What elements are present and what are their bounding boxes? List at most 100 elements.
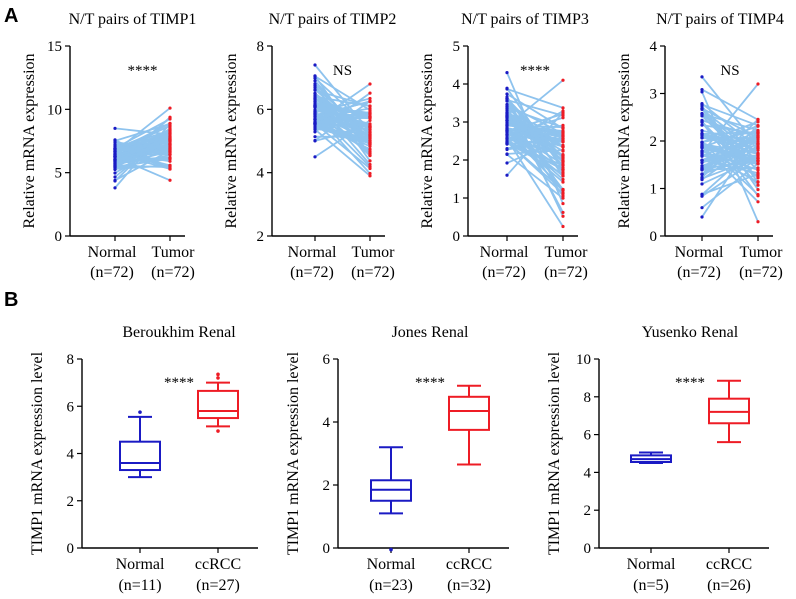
tumor-point xyxy=(368,136,372,141)
pair-line xyxy=(701,83,759,154)
y-tick-label: 10 xyxy=(47,102,62,118)
y-tick-label: 0 xyxy=(453,229,461,245)
chart-title: Jones Renal xyxy=(392,324,469,341)
y-tick-label: 0 xyxy=(323,541,331,557)
normal-point xyxy=(313,76,317,80)
normal-point xyxy=(700,141,704,145)
normal-point xyxy=(313,135,317,139)
outlier-point xyxy=(216,372,220,377)
tumor-point xyxy=(561,132,565,136)
chart-title: Beroukhim Renal xyxy=(122,324,236,341)
normal-point xyxy=(505,147,509,152)
normal-point xyxy=(313,130,317,134)
tumor-point xyxy=(368,124,372,129)
y-tick-label: 2 xyxy=(67,494,75,510)
tumor-point xyxy=(756,141,760,146)
x-count-label: (n=26) xyxy=(707,577,751,594)
tumor-point xyxy=(756,168,760,172)
y-axis-label: TIMP1 mRNA expression level xyxy=(29,351,46,555)
tumor-point xyxy=(368,159,372,163)
tumor-point xyxy=(561,153,565,157)
normal-point xyxy=(700,161,704,165)
tumor-point xyxy=(168,132,172,136)
tumor-point xyxy=(561,135,565,139)
pair-line xyxy=(506,127,564,138)
normal-point xyxy=(505,161,509,165)
y-tick-label: 0 xyxy=(650,229,658,245)
tumor-point xyxy=(368,110,372,114)
pair-line xyxy=(701,157,759,197)
pair-line xyxy=(701,134,759,145)
y-tick-label: 4 xyxy=(257,166,265,182)
y-tick-label: 4 xyxy=(453,77,461,93)
y-tick-label: 6 xyxy=(257,102,265,118)
normal-point xyxy=(505,92,509,96)
x-category-label: Normal xyxy=(288,244,337,261)
pair-line xyxy=(701,103,759,127)
tumor-point xyxy=(561,123,565,127)
chart-3: 0 1 2 3 4 5N/T pairs of TIMP3 Relative mRNA ex… xyxy=(419,11,589,281)
y-tick-label: 3 xyxy=(453,115,461,131)
outlier-point xyxy=(216,376,220,380)
x-category-label: Normal xyxy=(88,244,137,261)
normal-point xyxy=(700,172,704,176)
tumor-point xyxy=(168,140,172,144)
chart-title: N/T pairs of TIMP3 xyxy=(461,11,589,28)
tumor-point xyxy=(561,106,565,110)
tumor-point xyxy=(368,171,372,176)
normal-point xyxy=(313,79,317,83)
x-count-label: (n=72) xyxy=(544,264,588,281)
normal-point xyxy=(313,111,317,116)
normal-point xyxy=(505,97,509,101)
normal-point xyxy=(313,87,317,92)
tumor-point xyxy=(168,143,172,147)
normal-point xyxy=(505,115,509,119)
tumor-point xyxy=(756,123,760,128)
normal-point xyxy=(505,173,509,177)
tumor-point xyxy=(368,130,372,135)
pair-line xyxy=(701,134,759,162)
tumor-point xyxy=(368,122,372,126)
normal-point xyxy=(313,115,317,119)
pair-line xyxy=(701,146,759,165)
x-category-label: Normal xyxy=(480,244,529,261)
significance-label: NS xyxy=(333,63,352,79)
pair-line xyxy=(506,93,564,130)
tumor-point xyxy=(756,148,760,152)
pair-line xyxy=(314,97,371,154)
normal-point xyxy=(700,102,704,107)
normal-point xyxy=(505,86,509,90)
normal-point xyxy=(313,123,317,127)
chart-6: 0 2 4 6 Jones Renal TIMP1 mRNA expression lev… xyxy=(285,324,509,594)
normal-point xyxy=(505,152,509,156)
y-tick-label: 1 xyxy=(453,191,461,207)
panel-a-label: A xyxy=(4,5,18,27)
normal-point xyxy=(505,141,509,145)
y-tick-label: 15 xyxy=(47,39,62,55)
x-count-label: (n=32) xyxy=(447,577,491,594)
y-tick-label: 4 xyxy=(67,447,75,463)
normal-point xyxy=(700,87,704,92)
tumor-point xyxy=(368,162,372,167)
normal-point xyxy=(113,167,117,172)
y-tick-label: 5 xyxy=(453,39,461,55)
tumor-point xyxy=(756,180,760,184)
y-tick-label: 10 xyxy=(576,352,591,368)
x-count-label: (n=27) xyxy=(196,577,240,594)
x-count-label: (n=72) xyxy=(351,264,395,281)
x-category-label: Tumor xyxy=(352,244,396,261)
normal-point xyxy=(700,176,704,181)
pair-line xyxy=(314,88,371,140)
normal-point xyxy=(313,155,317,159)
pair-line xyxy=(114,164,171,168)
tumor-point xyxy=(561,144,565,149)
normal-point xyxy=(700,75,704,79)
tumor-point xyxy=(168,153,172,157)
x-count-label: (n=72) xyxy=(482,264,526,281)
normal-point xyxy=(113,146,117,150)
normal-point xyxy=(700,112,704,116)
chart-title: N/T pairs of TIMP2 xyxy=(269,11,397,28)
normal-point xyxy=(505,121,509,125)
tumor-point xyxy=(168,150,172,154)
tumor-point xyxy=(756,220,760,224)
